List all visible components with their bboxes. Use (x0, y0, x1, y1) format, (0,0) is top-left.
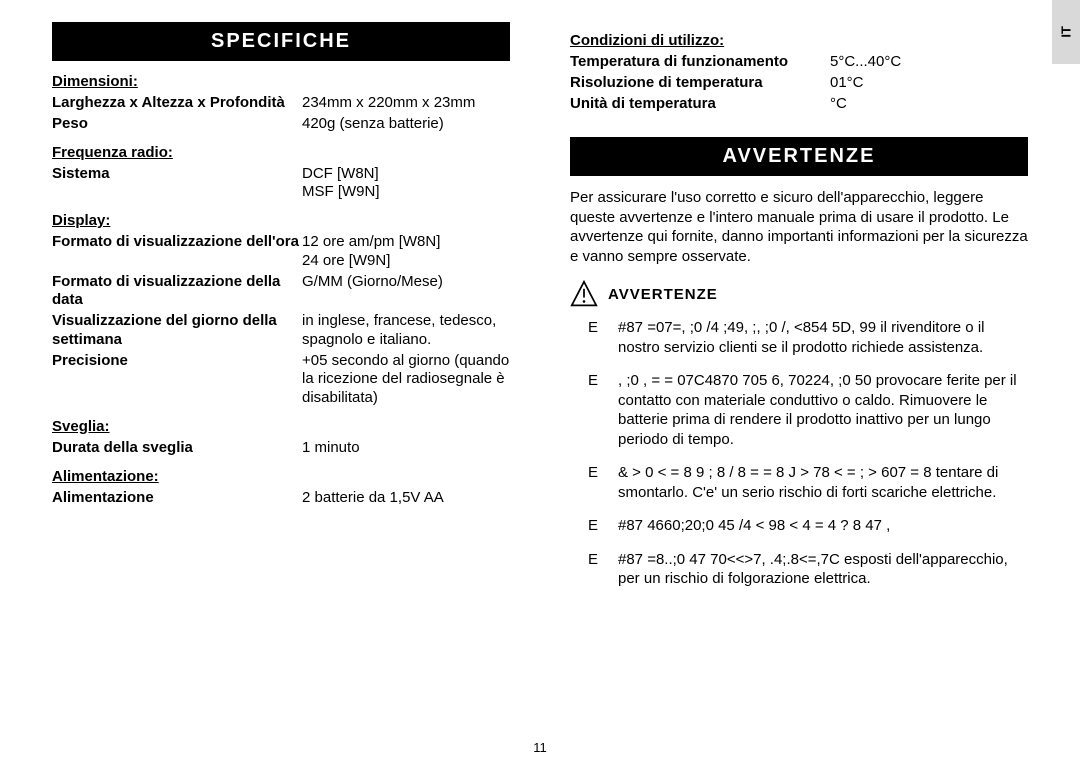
spec-label: Sistema (52, 165, 302, 184)
spec-row: Formato di visualizzazione dell'ora12 or… (52, 233, 510, 271)
spec-value: 5°C...40°C (830, 53, 1028, 72)
warning-item: & > 0 < = 8 9 ; 8 / 8 = = 8 J > 78 < = ;… (618, 463, 1028, 502)
spec-label: Peso (52, 115, 302, 134)
page-number: 11 (533, 740, 547, 755)
spec-row: Larghezza x Altezza x Profondità234mm x … (52, 94, 510, 113)
spec-label: Formato di visualizzazione dell'ora (52, 233, 302, 252)
spec-value: °C (830, 95, 1028, 114)
page-container: SPECIFICHE Dimensioni: Larghezza x Altezz… (0, 0, 1080, 761)
warnings-list: #87 =07=, ;0 /4 ;49, ;, ;0 /, <854 5D, 9… (570, 318, 1028, 589)
spec-row: Alimentazione2 batterie da 1,5V AA (52, 489, 510, 508)
warning-item: #87 =8..;0 47 70<<>7, .4;.8<=,7C esposti… (618, 550, 1028, 589)
spec-row: Formato di visualizzazione della dataG/M… (52, 273, 510, 311)
spec-value: 12 ore am/pm [W8N] 24 ore [W9N] (302, 233, 510, 271)
usage-group-title: Condizioni di utilizzo: (570, 32, 1028, 49)
right-column: Condizioni di utilizzo: Temperatura di fu… (540, 22, 1040, 751)
spec-value: +05 secondo al giorno (quando la ricezio… (302, 352, 510, 408)
spec-group-title: Sveglia: (52, 418, 510, 435)
spec-row: Temperatura di funzionamento5°C...40°C (570, 53, 1028, 72)
spec-value: in inglese, francese, tedesco, spagnolo … (302, 312, 510, 350)
spec-value: 420g (senza batterie) (302, 115, 510, 134)
warning-item: , ;0 , = = 07C4870 705 6, 70224, ;0 50 p… (618, 371, 1028, 449)
warnings-intro: Per assicurare l'uso corretto e sicuro d… (570, 188, 1028, 266)
spec-value: 01°C (830, 74, 1028, 93)
warnings-subtitle: AVVERTENZE (608, 286, 718, 303)
spec-value: DCF [W8N] MSF [W9N] (302, 165, 510, 203)
spec-group-title: Frequenza radio: (52, 144, 510, 161)
warning-icon (570, 280, 598, 308)
spec-label: Durata della sveglia (52, 439, 302, 458)
spec-label: Formato di visualizzazione della data (52, 273, 302, 311)
spec-row: Precisione+05 secondo al giorno (quando … (52, 352, 510, 408)
spec-row: Peso420g (senza batterie) (52, 115, 510, 134)
spec-row: Unità di temperatura°C (570, 95, 1028, 114)
spec-value: G/MM (Giorno/Mese) (302, 273, 510, 292)
spec-row: Visualizzazione del giorno della settima… (52, 312, 510, 350)
spec-value: 1 minuto (302, 439, 510, 458)
spec-row: Durata della sveglia1 minuto (52, 439, 510, 458)
spec-label: Temperatura di funzionamento (570, 53, 830, 72)
spec-value: 234mm x 220mm x 23mm (302, 94, 510, 113)
left-column: SPECIFICHE Dimensioni: Larghezza x Altezz… (40, 22, 540, 751)
usage-group: Condizioni di utilizzo: Temperatura di fu… (570, 32, 1028, 113)
warnings-header: AVVERTENZE (570, 137, 1028, 176)
spec-group-title: Alimentazione: (52, 468, 510, 485)
warning-item: #87 4660;20;0 45 /4 < 98 < 4 = 4 ? 8 47 … (618, 516, 1028, 536)
warnings-subhead: AVVERTENZE (570, 280, 1028, 308)
warning-item: #87 =07=, ;0 /4 ;49, ;, ;0 /, <854 5D, 9… (618, 318, 1028, 357)
specs-body: Dimensioni: Larghezza x Altezza x Profond… (52, 73, 510, 507)
spec-label: Risoluzione di temperatura (570, 74, 830, 93)
spec-label: Unità di temperatura (570, 95, 830, 114)
spec-label: Precisione (52, 352, 302, 371)
spec-group-title: Display: (52, 212, 510, 229)
spec-value: 2 batterie da 1,5V AA (302, 489, 510, 508)
spec-label: Visualizzazione del giorno della settima… (52, 312, 302, 350)
specs-header: SPECIFICHE (52, 22, 510, 61)
spec-row: SistemaDCF [W8N] MSF [W9N] (52, 165, 510, 203)
spec-group-title: Dimensioni: (52, 73, 510, 90)
spec-label: Larghezza x Altezza x Profondità (52, 94, 302, 113)
spec-row: Risoluzione di temperatura01°C (570, 74, 1028, 93)
spec-label: Alimentazione (52, 489, 302, 508)
